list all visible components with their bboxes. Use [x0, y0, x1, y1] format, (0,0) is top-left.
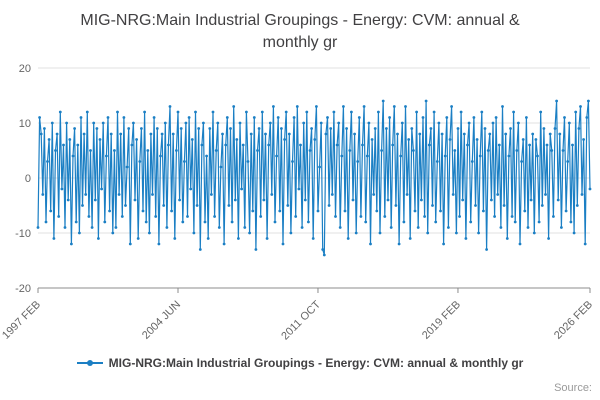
- legend-label: MIG-NRG:Main Industrial Groupings - Ener…: [108, 356, 524, 370]
- y-tick-label: 0: [25, 173, 31, 185]
- series-line: [37, 100, 591, 256]
- series-markers: [36, 99, 592, 257]
- chart-title: MIG-NRG:Main Industrial Groupings - Ener…: [80, 12, 520, 51]
- legend: MIG-NRG:Main Industrial Groupings - Ener…: [0, 356, 600, 370]
- x-tick-label: 2004 JUN: [140, 299, 183, 342]
- x-tick-label: 2026 FEB: [552, 299, 595, 342]
- x-tick-label: 1997 FEB: [0, 299, 43, 342]
- y-tick-label: -20: [15, 283, 31, 295]
- y-tick-label: -10: [15, 228, 31, 240]
- x-tick-label: 2011 OCT: [279, 298, 323, 342]
- chart-plot: 20 10 0 -10 -20 1997 FEB 2004 JUN 2011 OCT 2019 …: [0, 63, 595, 342]
- x-tick-label: 2019 FEB: [420, 299, 463, 342]
- y-tick-label: 20: [19, 63, 31, 75]
- legend-item[interactable]: MIG-NRG:Main Industrial Groupings - Ener…: [76, 356, 524, 370]
- line-marker-icon: [76, 360, 103, 366]
- source-label: Source:: [554, 382, 592, 394]
- y-tick-label: 10: [19, 118, 31, 130]
